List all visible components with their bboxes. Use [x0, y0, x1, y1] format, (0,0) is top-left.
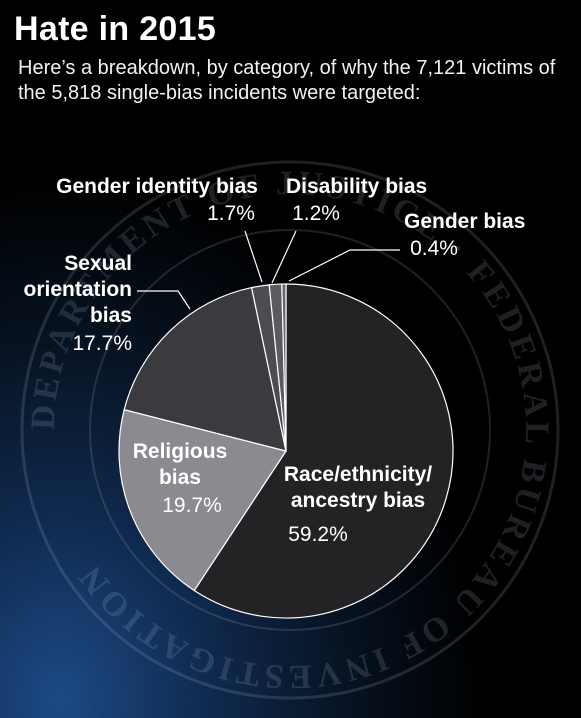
slice-label-race: Race/ethnicity/	[284, 463, 432, 486]
slice-label-race: ancestry bias	[291, 489, 425, 512]
leader-line-gender_identity	[244, 230, 263, 283]
pie-slice-sexual	[123, 286, 287, 452]
leader-line-sexual	[137, 290, 191, 310]
slice-label-religious: Religious	[133, 440, 228, 463]
leader-line-gender	[288, 249, 400, 282]
slice-value-label-gender_identity: 1.7%	[207, 202, 255, 225]
slice-value-label-gender: 0.4%	[410, 237, 458, 260]
slice-value-label-race: 59.2%	[288, 523, 348, 546]
slice-label-sexual: orientation	[24, 278, 133, 301]
leader-lines	[137, 230, 400, 310]
pie-slice-gender	[281, 283, 287, 452]
leader-line-disability	[271, 230, 297, 284]
page-subtitle: Here’s a breakdown, by category, of why …	[18, 57, 556, 104]
slice-value-label-religious: 19.7%	[162, 494, 222, 517]
slice-label-gender_identity: Gender identity bias	[56, 175, 258, 198]
slice-value-label-disability: 1.2%	[292, 202, 340, 225]
slice-label-sexual: bias	[90, 304, 132, 327]
page-title: Hate in 2015	[14, 10, 217, 48]
slice-label-sexual: Sexual	[64, 252, 132, 275]
slice-value-label-sexual: 17.7%	[72, 332, 132, 355]
slice-label-religious: bias	[159, 466, 201, 489]
slice-label-gender: Gender bias	[404, 210, 525, 233]
slice-label-disability: Disability bias	[286, 175, 427, 198]
pie-slice-religious	[118, 408, 287, 592]
header-band	[0, 0, 581, 160]
pie-slice-race	[193, 283, 454, 619]
